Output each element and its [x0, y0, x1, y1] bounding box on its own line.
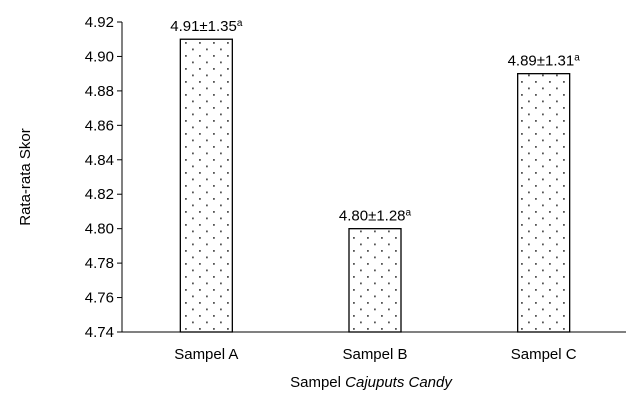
y-tick-label: 4.80	[85, 221, 114, 238]
data-label-value: 4.80±1.28	[339, 208, 406, 225]
y-tick-label: 4.84	[85, 152, 114, 169]
y-tick-label: 4.88	[85, 83, 114, 100]
bar-sampel-a	[179, 38, 233, 333]
y-tick-label: 4.76	[85, 290, 114, 307]
y-tick-label: 4.90	[85, 48, 114, 65]
data-label-superscript: a	[574, 53, 580, 64]
data-label-value: 4.89±1.31	[508, 53, 575, 70]
y-axis-ticks: 4.74 4.76 4.78 4.80 4.82 4.84 4.86 4.88 4.90 4.92	[85, 14, 122, 341]
y-tick-label: 4.82	[85, 186, 114, 203]
bars	[179, 38, 571, 333]
data-label: 4.89±1.31a	[508, 53, 581, 70]
y-axis-title: Rata-rata Skor	[17, 128, 34, 226]
x-category-label: Sampel A	[174, 346, 238, 363]
x-category-label: Sampel B	[342, 346, 407, 363]
bar-sampel-b	[348, 228, 402, 333]
data-label-value: 4.91±1.35	[170, 18, 237, 35]
x-axis-title: Sampel Cajuputs Candy	[290, 374, 453, 391]
data-label: 4.80±1.28a	[339, 208, 412, 225]
y-tick-label: 4.92	[85, 14, 114, 31]
x-axis-title-italic: Cajuputs Candy	[345, 374, 453, 391]
bar-sampel-c	[517, 73, 571, 333]
data-label-superscript: a	[406, 208, 412, 219]
data-label-superscript: a	[237, 18, 243, 29]
x-category-label: Sampel C	[511, 346, 577, 363]
category-labels: Sampel A Sampel B Sampel C	[174, 346, 577, 363]
y-tick-label: 4.86	[85, 117, 114, 134]
y-tick-label: 4.78	[85, 255, 114, 272]
x-axis-title-prefix: Sampel	[290, 374, 345, 391]
y-tick-label: 4.74	[85, 324, 114, 341]
data-label: 4.91±1.35a	[170, 18, 243, 35]
